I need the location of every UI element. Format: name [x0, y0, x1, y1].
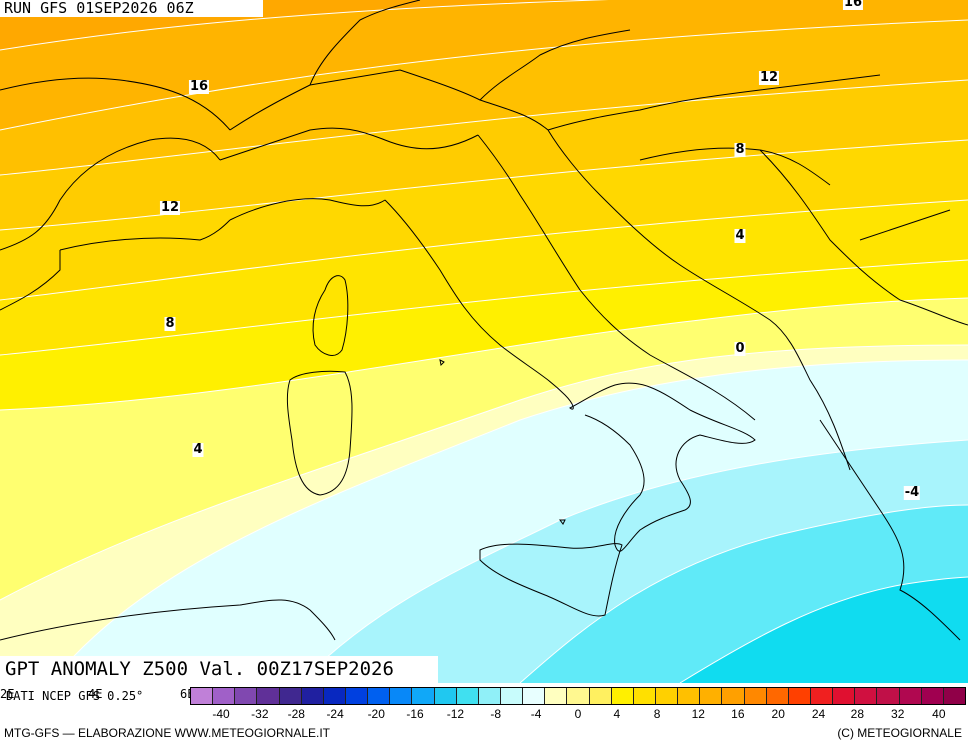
- colorbar-tick-label: 24: [811, 707, 826, 721]
- colorbar-swatch: [810, 688, 834, 704]
- colorbar-swatch: [191, 688, 214, 704]
- contour-label-8: 8: [164, 316, 176, 331]
- colorbar-tick-label: 0: [574, 707, 582, 721]
- source-text: DATI NCEP GFS 0.25°: [6, 689, 144, 703]
- colorbar-tick-label: 12: [691, 707, 705, 721]
- colorbar-swatch: [390, 688, 413, 704]
- colorbar-swatch: [633, 688, 656, 704]
- colorbar-swatch: [523, 688, 546, 704]
- credit-right: (C) METEOGIORNALE: [837, 726, 962, 740]
- longitude-labels: 2E 4E 6E: [0, 683, 194, 703]
- colorbar-swatch: [412, 688, 435, 704]
- colorbar-ticks: -40 -32 -28 -24 -20 -16 -12 -8 -4 0 4 8 12 16 20 24 28 32…: [190, 707, 966, 723]
- run-title: RUN GFS 01SEP2026 06Z: [0, 0, 263, 17]
- colorbar-swatch: [766, 688, 789, 704]
- colorbar: [190, 687, 966, 705]
- colorbar-swatch: [833, 688, 856, 704]
- band-neg8: [680, 577, 968, 683]
- colorbar-swatch: [567, 688, 590, 704]
- anomaly-map: [0, 0, 968, 683]
- colorbar-swatch: [744, 688, 767, 704]
- colorbar-swatch: [788, 688, 811, 704]
- colorbar-swatch: [213, 688, 236, 704]
- contour-label-4: 4: [192, 442, 204, 457]
- colorbar-tick-label: -24: [326, 707, 344, 721]
- contour-label-0: 0: [734, 341, 746, 356]
- colorbar-swatch: [855, 688, 878, 704]
- colorbar-tick-label: -32: [251, 707, 269, 721]
- colorbar-swatch: [434, 688, 457, 704]
- colorbar-tick-label: -8: [490, 707, 502, 721]
- colorbar-tick-label: 4: [613, 707, 621, 721]
- colorbar-swatch: [678, 688, 701, 704]
- colorbar-tick-label: -16: [406, 707, 424, 721]
- colorbar-tick-label: -12: [446, 707, 465, 721]
- lon-label: 4E: [88, 687, 103, 701]
- colorbar-swatch: [478, 688, 501, 704]
- colorbar-swatch: [257, 688, 280, 704]
- colorbar-swatch: [589, 688, 612, 704]
- colorbar-tick-label: 40: [932, 707, 946, 721]
- contour-label-12: 12: [159, 200, 181, 215]
- coastlines: [0, 0, 968, 641]
- colorbar-swatch: [235, 688, 258, 704]
- colorbar-swatch: [545, 688, 568, 704]
- colorbar-tick-label: -20: [367, 707, 385, 721]
- colorbar-swatch: [279, 688, 302, 704]
- colorbar-swatch: [500, 688, 524, 704]
- colorbar-swatch: [700, 688, 723, 704]
- colorbar-swatch: [301, 688, 324, 704]
- colorbar-tick-label: 28: [850, 707, 865, 721]
- colorbar-swatch: [345, 688, 369, 704]
- lon-label: 2E: [0, 687, 15, 701]
- colorbar-tick-label: -4: [530, 707, 542, 721]
- colorbar-swatch: [921, 688, 944, 704]
- contour-label-4: 4: [734, 228, 746, 243]
- colorbar-swatch: [456, 688, 479, 704]
- colorbar-swatch: [943, 688, 965, 704]
- colorbar-swatch: [899, 688, 922, 704]
- colorbar-tick-label: -28: [287, 707, 305, 721]
- colorbar-tick-label: 32: [891, 707, 905, 721]
- map-canvas: [0, 0, 968, 683]
- contour-label-16: 16: [188, 79, 210, 94]
- contour-label-16: 16: [842, 0, 864, 10]
- colorbar-swatch: [655, 688, 679, 704]
- isolines: [0, 0, 968, 683]
- credit-left: MTG-GFS — ELABORAZIONE WWW.METEOGIORNALE…: [4, 726, 331, 740]
- colorbar-tick-label: 8: [653, 707, 661, 721]
- colorbar-tick-label: 20: [771, 707, 785, 721]
- colorbar-swatch: [722, 688, 745, 704]
- contour-label-12: 12: [758, 70, 780, 85]
- contour-label-neg4: -4: [903, 485, 921, 500]
- field-title: GPT ANOMALY Z500 Val. 00Z17SEP2026: [0, 656, 438, 683]
- colorbar-swatch: [368, 688, 391, 704]
- colorbar-swatch: [877, 688, 900, 704]
- colorbar-tick-label: -40: [212, 707, 230, 721]
- colorbar-swatch: [323, 688, 346, 704]
- colorbar-tick-label: 16: [731, 707, 745, 721]
- colorbar-swatch: [611, 688, 634, 704]
- contour-label-8: 8: [734, 142, 746, 157]
